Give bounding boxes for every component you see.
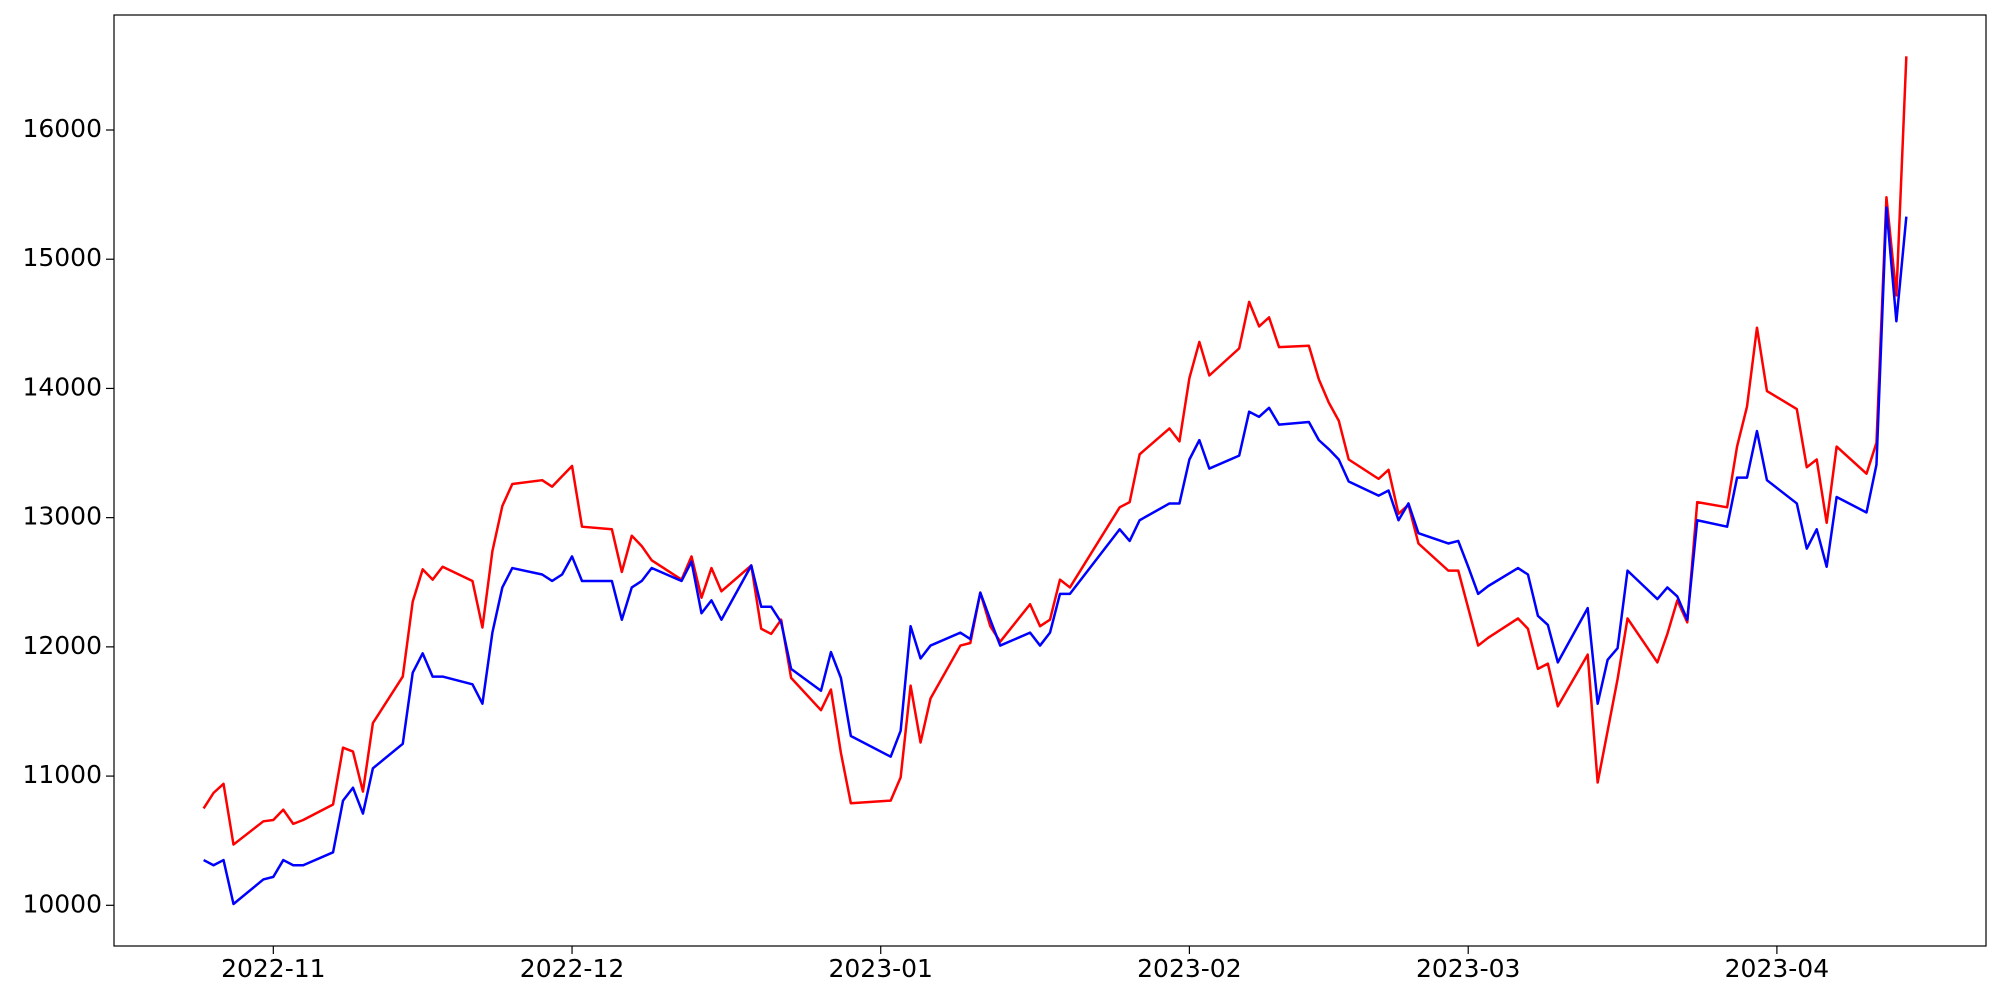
series-line — [202, 56, 1908, 846]
y-tick-label: 16000 — [22, 114, 102, 143]
x-tick-label: 2022-11 — [221, 954, 325, 983]
x-tick-label: 2022-12 — [520, 954, 624, 983]
plot-frame — [113, 14, 1987, 947]
y-tick-label: 15000 — [22, 243, 102, 272]
y-tick-label: 10000 — [22, 889, 102, 918]
y-tick-label: 11000 — [22, 760, 102, 789]
y-tick-label: 14000 — [22, 372, 102, 401]
y-tick-label: 12000 — [22, 631, 102, 660]
x-tick-label: 2023-01 — [828, 954, 932, 983]
x-tick-label: 2023-04 — [1725, 954, 1829, 983]
y-tick-label: 13000 — [22, 502, 102, 531]
x-tick-label: 2023-02 — [1137, 954, 1241, 983]
x-tick-label: 2023-03 — [1416, 954, 1520, 983]
series-line — [203, 206, 1908, 906]
